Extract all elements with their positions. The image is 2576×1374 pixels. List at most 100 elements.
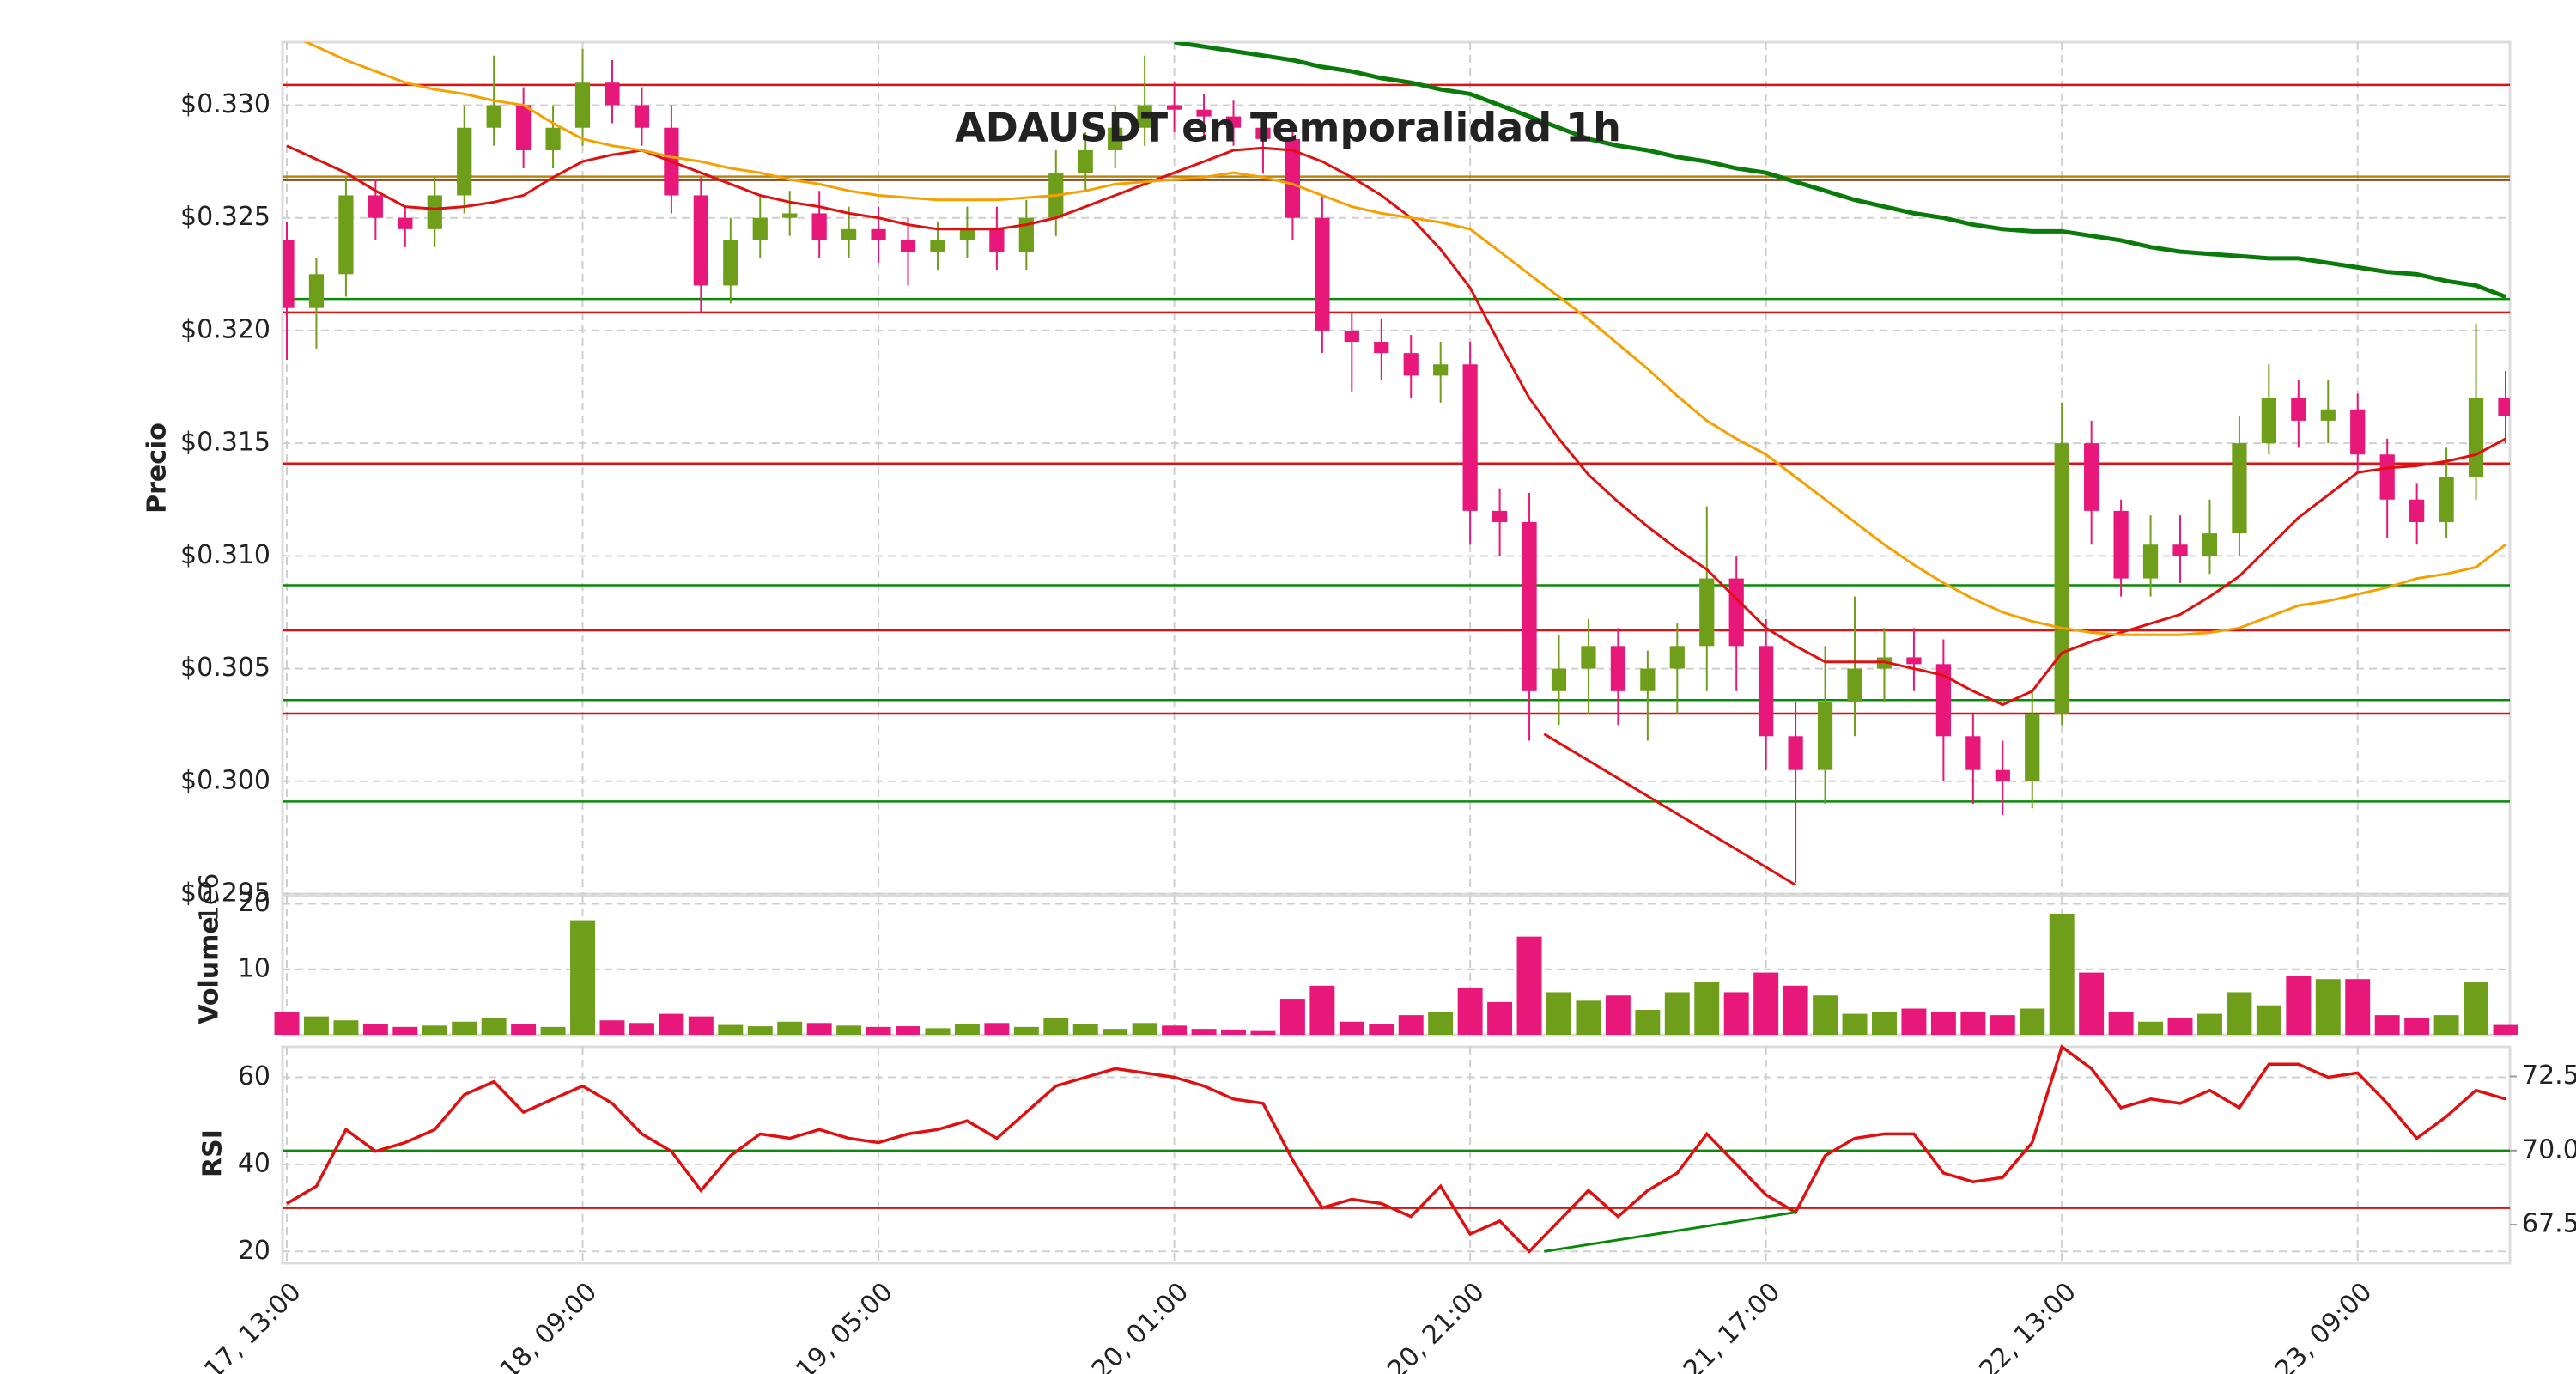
candle-body [1196,109,1212,117]
y-tick-label: 60 [238,1061,270,1091]
y-axis-label: RSI [198,1129,228,1177]
candle-body [723,240,738,286]
volume-bar [1428,1012,1454,1035]
y2-tick-label: 72.5 [2522,1061,2576,1091]
y-tick-label: 20 [238,888,270,918]
volume-bar [984,1023,1010,1035]
x-tick-label: Nov 20, 01:00 [1045,1277,1195,1374]
volume-bar [2020,1008,2045,1035]
volume-bar [2256,1005,2281,1035]
x-tick-label: Nov 17, 13:00 [157,1277,307,1374]
volume-bar [2138,1021,2164,1035]
volume-bar [1664,992,1690,1035]
candle-body [1078,149,1093,173]
volume-bar [1930,1012,1956,1035]
volume-bar [303,1016,329,1035]
volume-bar [362,1024,388,1035]
candle-body [1166,105,1182,110]
candle-body [930,240,945,252]
volume-bar [1221,1029,1246,1035]
trend-line [1544,1211,1796,1253]
volume-bar [1516,936,1542,1035]
candle-body [1935,664,1951,737]
candle-body [1285,138,1301,218]
volume-bar [2433,1015,2459,1035]
volume-bar [2049,913,2075,1035]
volume-bar [1103,1029,1128,1035]
candle-body [693,195,708,286]
candle-body [1669,646,1685,669]
volume-bar [2464,982,2489,1035]
y2-tick-label: 70.0 [2522,1134,2576,1164]
volume-bar [599,1020,625,1035]
candle-body [574,82,591,128]
volume-bar [2167,1018,2193,1035]
volume-bar [274,1012,300,1035]
candle-body [1255,127,1271,139]
candle-body [1433,364,1449,376]
candle-body [2084,443,2099,511]
line [286,144,2506,707]
candle-body [1759,646,1774,737]
volume-bar [1250,1030,1276,1035]
x-tick-label: Nov 22, 13:00 [1932,1277,2082,1374]
volume-bar [333,1020,359,1035]
volume-bar [718,1024,744,1035]
candle-body [782,213,798,218]
candle-body [1137,105,1152,128]
y-tick-label: $0.325 [180,202,270,232]
candle-body [1699,578,1715,647]
volume-bar [1813,995,1838,1035]
x-tick-label: Nov 21, 17:00 [1637,1277,1787,1374]
candle-body [634,105,650,128]
volume-bar [1191,1029,1217,1035]
volume-bar [747,1026,773,1035]
plot-frame [281,40,2512,896]
volume-bar [2079,972,2105,1035]
candle-body [1403,353,1419,376]
candle-body [308,274,325,308]
candle-body [1847,668,1862,702]
volume-bar [2227,992,2252,1035]
y-tick-label: $0.330 [180,89,270,119]
volume-bar [2404,1018,2430,1035]
chart-title: ADAUSDT en Temporalidad 1h [955,105,1621,151]
candle-body [2113,510,2129,579]
volume-bar [954,1024,980,1035]
y-tick-label: 20 [238,1236,270,1266]
volume-bar [2286,976,2312,1035]
candle-body [841,228,857,240]
volume-bar [1309,985,1335,1035]
candle-body [398,217,413,229]
candle-body [1965,736,1981,770]
offset-label: 1e6 [195,873,225,922]
candle-body [1492,510,1508,522]
candle-body [2379,454,2395,500]
trend-line [1543,733,1796,886]
volume-bar [511,1024,537,1035]
volume-bar [1635,1010,1661,1035]
candle-body [1374,342,1389,354]
volume-bar [629,1023,654,1035]
candle-body [959,228,975,240]
volume-bar [1576,1000,1601,1035]
volume-bar [1162,1025,1188,1035]
volume-bar [2345,979,2371,1035]
candle-body [338,195,354,275]
candle-body [1906,657,1922,665]
candle-body [605,82,620,106]
volume-bar [1072,1024,1098,1035]
candle-body [283,240,295,308]
candle-body [989,228,1005,252]
price-plot [283,42,2510,886]
candle-body [2142,544,2159,579]
volume-bar [452,1021,477,1035]
candle-body [545,127,561,150]
volume-bar [925,1028,951,1035]
volume-bar [1369,1024,1394,1035]
y-tick-label: 10 [238,953,270,983]
volume-bar [2108,1012,2134,1035]
candle-body [1462,364,1478,511]
y-tick-label: $0.300 [180,765,270,795]
volume-bar [1279,999,1305,1035]
